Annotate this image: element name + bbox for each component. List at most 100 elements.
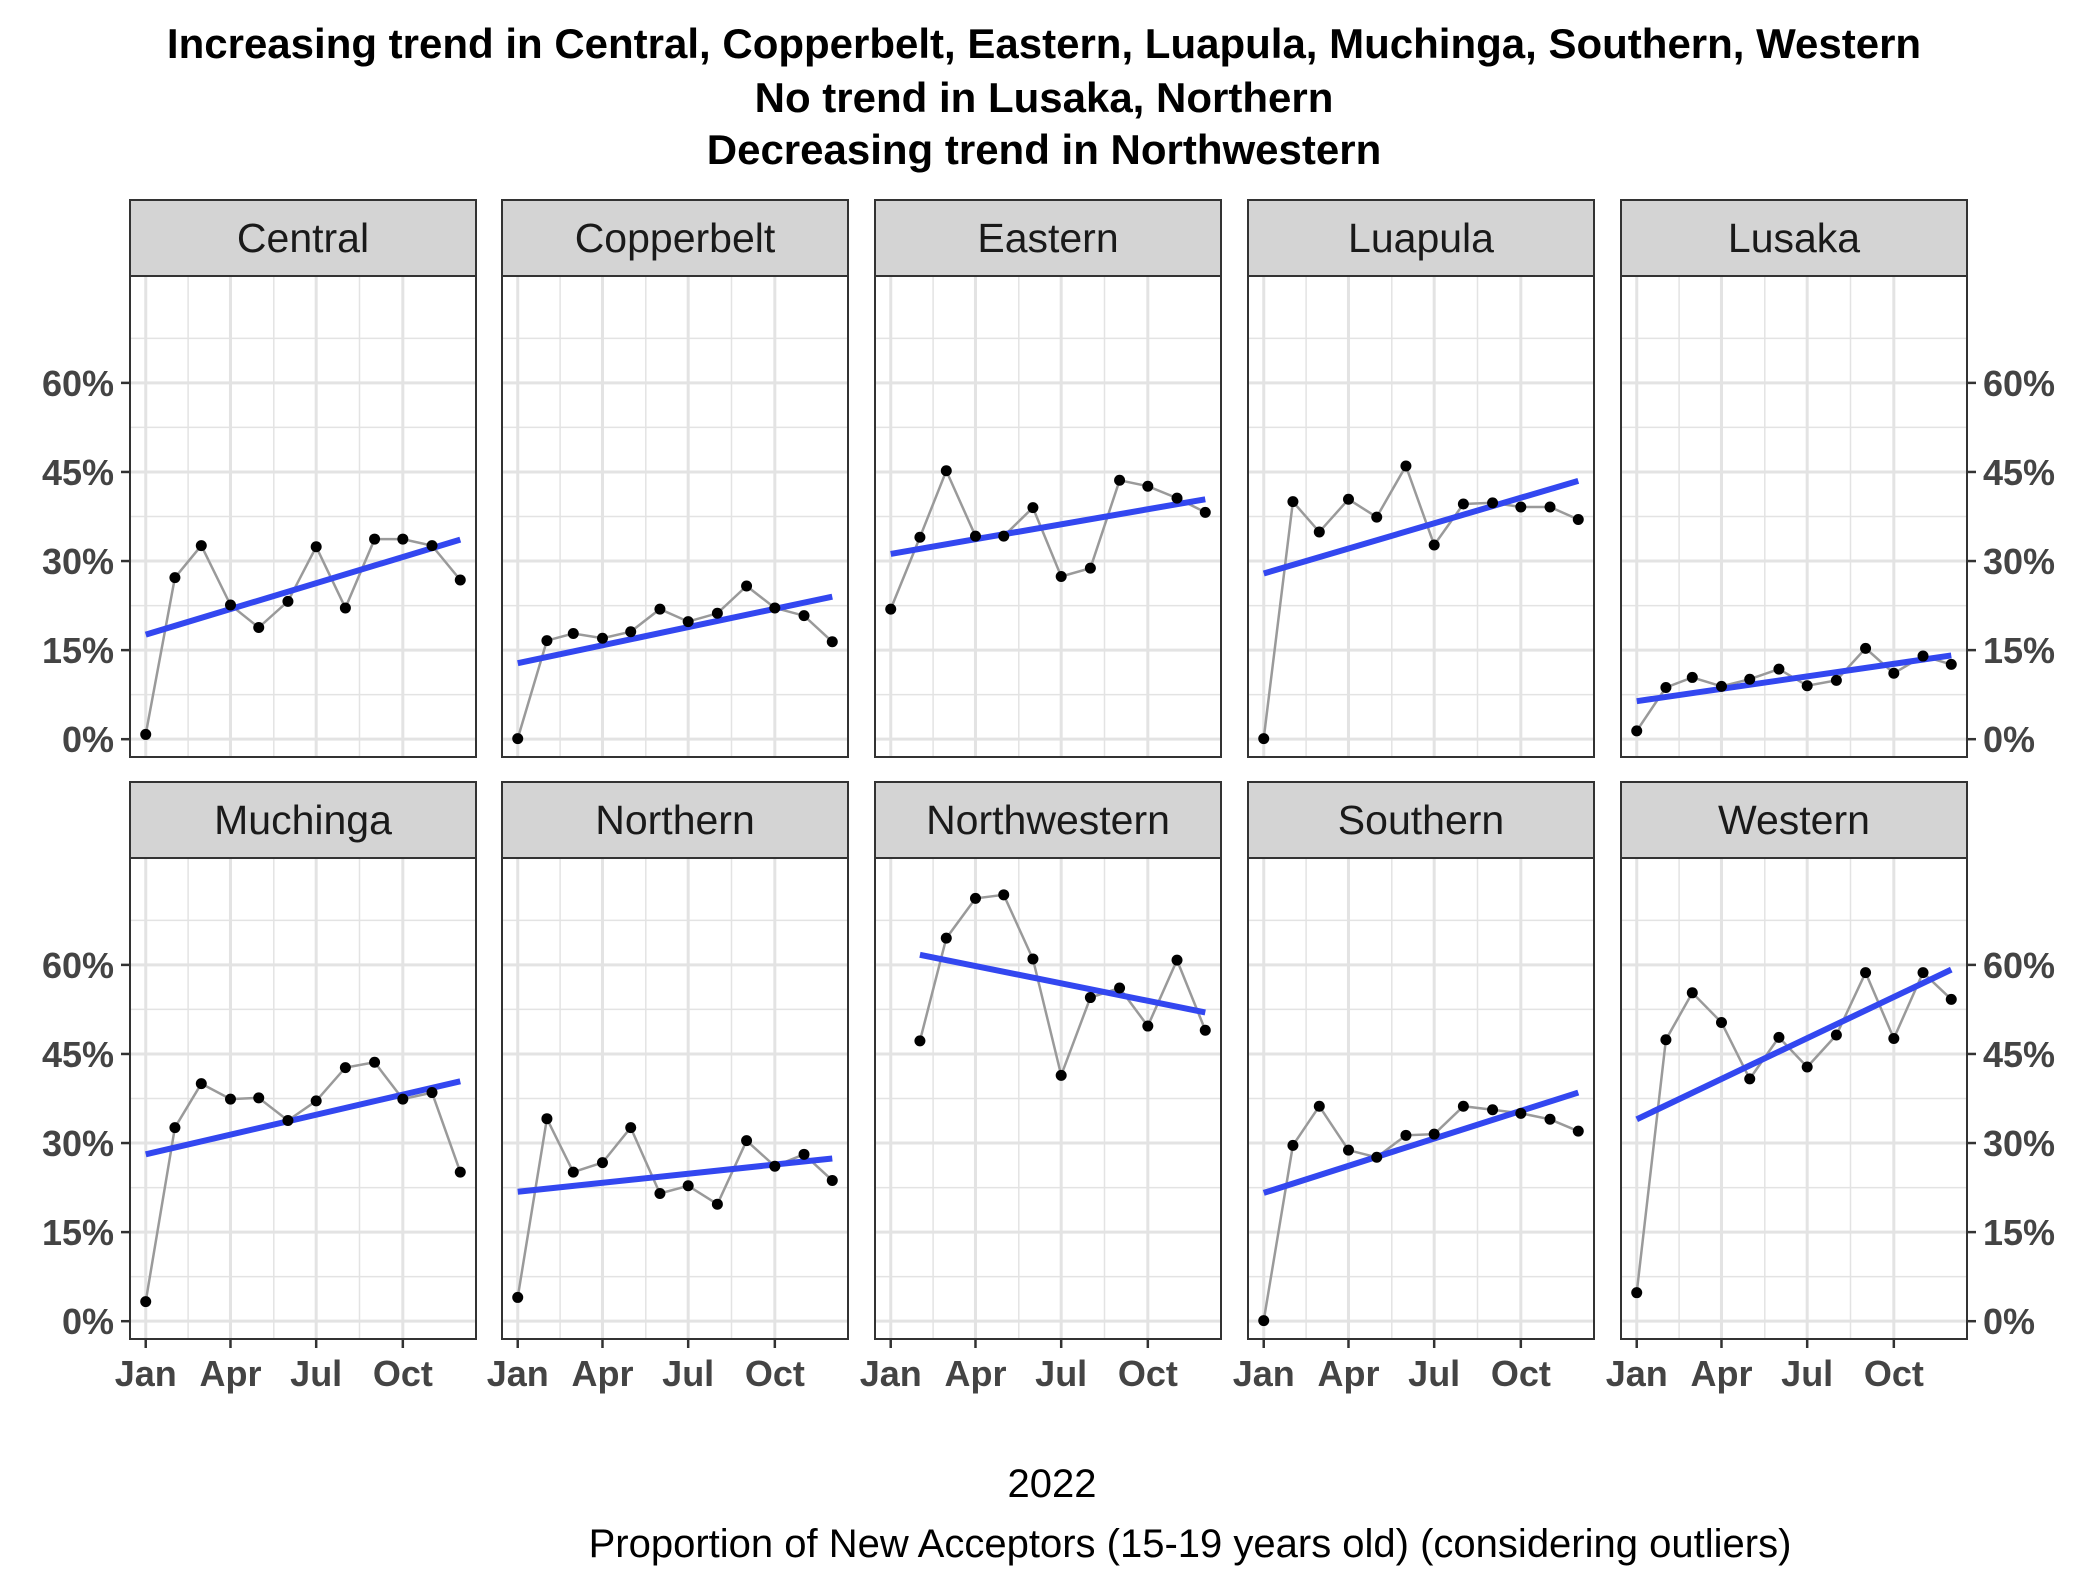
data-point xyxy=(282,1114,294,1126)
data-point xyxy=(397,1093,409,1105)
x-tick-label: Apr xyxy=(944,1353,1006,1394)
data-point xyxy=(1888,1033,1900,1045)
data-point xyxy=(741,1135,753,1147)
panel-border xyxy=(1247,857,1595,1340)
data-point xyxy=(1572,1125,1584,1137)
strip-label: Muchinga xyxy=(214,797,392,843)
data-point xyxy=(1660,682,1672,694)
chart-title-line-2: No trend in Lusaka, Northern xyxy=(755,74,1334,121)
data-point xyxy=(1055,570,1067,582)
data-point xyxy=(914,531,926,543)
data-point xyxy=(940,465,952,477)
data-point xyxy=(826,1174,838,1186)
data-point xyxy=(940,932,952,944)
y-tick-label: 15% xyxy=(42,630,114,671)
data-point xyxy=(711,607,723,619)
y-tick-label-right: 45% xyxy=(1983,452,2055,493)
x-tick-label: Jul xyxy=(290,1353,342,1394)
data-point xyxy=(1917,967,1929,979)
data-point xyxy=(1860,967,1872,979)
data-point xyxy=(1114,474,1126,486)
x-tick-label: Jan xyxy=(1606,1353,1668,1394)
data-point xyxy=(1258,733,1270,745)
data-point xyxy=(169,572,181,584)
x-tick-label: Jan xyxy=(1233,1353,1295,1394)
panel-border xyxy=(874,857,1222,1340)
data-point xyxy=(1342,493,1354,505)
x-tick-label: Apr xyxy=(199,1353,261,1394)
data-point xyxy=(1114,982,1126,994)
x-tick-label: Oct xyxy=(1491,1353,1551,1394)
panel-northern: Northern Jan Apr Jul Oct xyxy=(487,781,849,1394)
data-point xyxy=(1027,502,1039,514)
y-tick-label: 60% xyxy=(42,363,114,404)
observed-series-line xyxy=(1635,969,1953,1293)
data-point xyxy=(969,892,981,904)
data-point xyxy=(1888,667,1900,679)
panel-border xyxy=(501,857,849,1340)
panel-border xyxy=(1620,275,1968,758)
strip-label: Central xyxy=(237,215,369,261)
data-point xyxy=(1287,1139,1299,1151)
strip-label: Northern xyxy=(595,797,755,843)
data-point xyxy=(885,603,897,615)
y-tick-label: 60% xyxy=(42,945,114,986)
x-axis-title: 2022 xyxy=(1008,1462,1097,1506)
y-tick-label-right: 15% xyxy=(1983,1212,2055,1253)
x-tick-label: Oct xyxy=(373,1353,433,1394)
data-point xyxy=(711,1198,723,1210)
trend-line xyxy=(144,536,462,638)
panel-central: Central 0% 15% 30% 45% 60% xyxy=(42,199,477,760)
data-point xyxy=(998,889,1010,901)
data-point xyxy=(195,540,207,552)
y-tick-label-right: 30% xyxy=(1983,541,2055,582)
x-tick-label: Oct xyxy=(1864,1353,1924,1394)
strip-background xyxy=(1620,781,1968,859)
y-tick-label-right: 0% xyxy=(1983,1301,2035,1342)
trend-line xyxy=(919,951,1206,1016)
data-point xyxy=(541,1113,553,1125)
panel-border xyxy=(129,275,477,758)
data-point xyxy=(625,626,637,638)
trend-line xyxy=(145,1078,461,1158)
data-point xyxy=(654,603,666,615)
data-point xyxy=(1572,513,1584,525)
data-point xyxy=(339,1062,351,1074)
data-point xyxy=(654,1188,666,1200)
data-point xyxy=(1945,993,1957,1005)
x-tick-label: Oct xyxy=(1118,1353,1178,1394)
data-point xyxy=(224,599,236,611)
x-tick-label: Jul xyxy=(1408,1353,1460,1394)
panel-border xyxy=(1620,857,1968,1340)
data-point xyxy=(1715,680,1727,692)
y-tick-label-right: 0% xyxy=(1983,719,2035,760)
trend-line xyxy=(1635,966,1953,1122)
data-point xyxy=(1801,680,1813,692)
data-point xyxy=(1142,1020,1154,1032)
strip-label: Copperbelt xyxy=(575,215,776,261)
data-point xyxy=(541,635,553,647)
data-point xyxy=(1287,496,1299,508)
data-point xyxy=(397,533,409,545)
data-point xyxy=(224,1093,236,1105)
data-point xyxy=(195,1078,207,1090)
data-point xyxy=(1371,511,1383,523)
data-point xyxy=(1631,1287,1643,1299)
data-point xyxy=(1371,1151,1383,1163)
x-tick-label: Jan xyxy=(860,1353,922,1394)
panel-border xyxy=(501,275,849,758)
panel-muchinga: Muchinga Jan Apr Jul Oct 0% 15% 30% 45% 60% xyxy=(42,781,477,1394)
strip-label: Eastern xyxy=(977,215,1118,261)
panel-southern: Southern Jan Apr Jul Oct xyxy=(1233,781,1595,1394)
strip-background xyxy=(1620,199,1968,277)
y-tick-label-right: 30% xyxy=(1983,1123,2055,1164)
data-point xyxy=(369,533,381,545)
data-point xyxy=(625,1122,637,1134)
data-point xyxy=(169,1122,181,1134)
data-point xyxy=(1457,498,1469,510)
data-point xyxy=(1860,642,1872,654)
data-point xyxy=(1258,1315,1270,1327)
strip-background xyxy=(129,199,477,277)
data-point xyxy=(1457,1100,1469,1112)
